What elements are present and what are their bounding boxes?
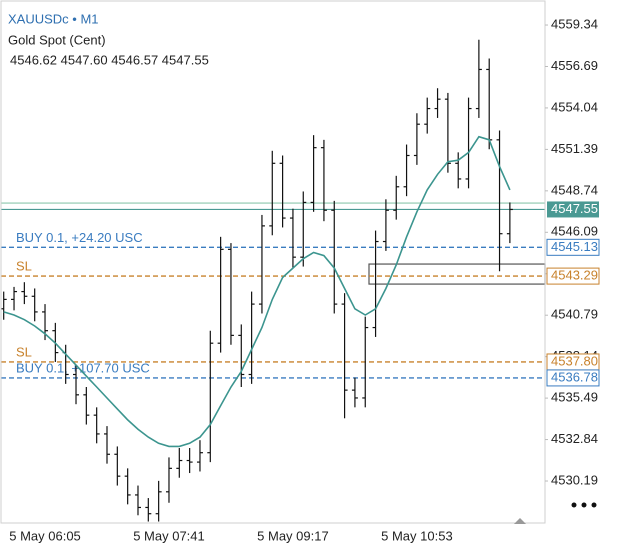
y-tick-label: 4551.39 — [551, 141, 598, 156]
price-box-label: 4543.29 — [551, 268, 598, 283]
bid-box-label: 4547.55 — [551, 201, 598, 216]
price-box — [546, 267, 600, 285]
x-tick-label: 5 May 07:41 — [133, 528, 205, 543]
bid-box — [547, 201, 599, 218]
y-tick-label: 4532.84 — [551, 431, 598, 446]
plot-border — [0, 0, 546, 524]
price-box-label: 4537.80 — [551, 353, 598, 368]
y-tick-label: 4546.09 — [551, 224, 598, 239]
price-box-label: 4545.13 — [551, 239, 598, 254]
y-tick-label: 4540.79 — [551, 307, 598, 322]
order-label: BUY 0.1, +24.20 USC — [16, 230, 143, 245]
y-tick-label: 4556.69 — [551, 58, 598, 73]
price-box — [546, 238, 600, 256]
x-tick-label: 5 May 06:05 — [9, 528, 81, 543]
menu-dot[interactable] — [571, 502, 577, 508]
menu-dot[interactable] — [581, 502, 587, 508]
y-tick-label: 4548.74 — [551, 182, 598, 197]
ohlc-text: 4546.62 4547.60 4546.57 4547.55 — [10, 52, 209, 67]
symbol: XAUUSDc • M1 — [8, 11, 99, 26]
moving-average — [3, 135, 511, 448]
y-tick-label: 4535.49 — [551, 390, 598, 405]
price-box — [546, 369, 600, 387]
y-tick-label: 4554.04 — [551, 99, 598, 114]
order-label: SL — [16, 259, 32, 274]
order-label: SL — [16, 344, 32, 359]
y-tick-label: 4530.19 — [551, 472, 598, 487]
x-tick-label: 5 May 09:17 — [257, 528, 329, 543]
order-label: BUY 0.1, +107.70 USC — [16, 360, 150, 375]
y-tick-label: 4559.34 — [551, 16, 598, 31]
price-box-label: 4536.78 — [551, 369, 598, 384]
subtitle: Gold Spot (Cent) — [8, 32, 106, 47]
menu-dot[interactable] — [591, 502, 597, 508]
x-tick-label: 5 May 10:53 — [381, 528, 453, 543]
scroll-marker[interactable] — [514, 518, 526, 524]
